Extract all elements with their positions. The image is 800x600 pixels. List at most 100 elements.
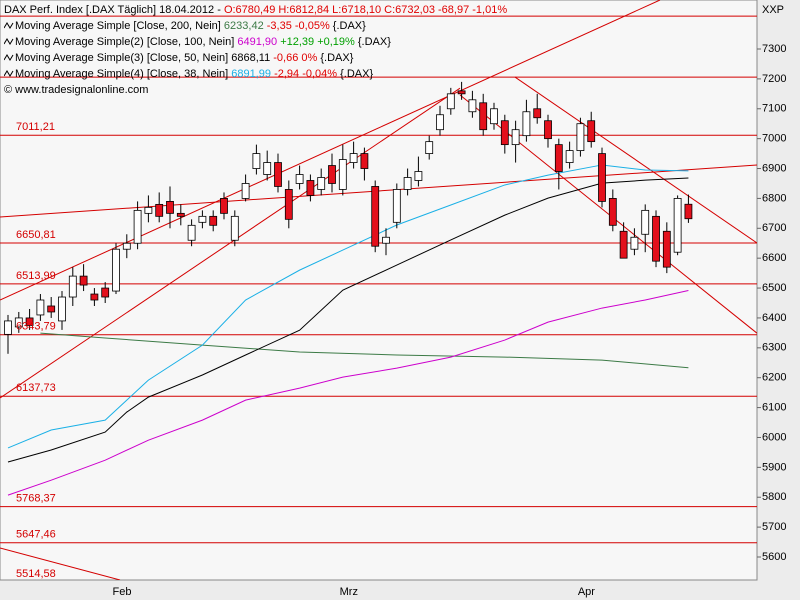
candle-body [446, 93, 455, 110]
candle-body [176, 212, 185, 217]
legend-value: 6868,11 [231, 52, 271, 64]
legend-entry: Moving Average Simple(4) [Close, 38, Nei… [3, 66, 507, 82]
y-tick-label: 6600 [762, 252, 786, 264]
y-tick-label: 6000 [762, 431, 786, 443]
x-tick-label: Mrz [340, 586, 358, 598]
candle-body [133, 209, 142, 244]
candle-body [490, 108, 498, 125]
level-label: 5768,37 [16, 493, 56, 505]
level-label: 6137,73 [16, 382, 56, 394]
candle-body [209, 215, 218, 226]
candle-body [263, 162, 272, 175]
y-tick-label: 5700 [762, 521, 786, 533]
y-tick-label: 5800 [762, 491, 786, 503]
candle-body [641, 209, 650, 235]
legend-value: 6233,42 [223, 20, 264, 32]
legend-entry: Moving Average Simple(2) [Close, 100, Ne… [3, 34, 507, 50]
y-tick-label: 6900 [762, 162, 786, 174]
quote: O:6780,49 H:6812,84 L:6718,10 C:6732,03 … [223, 4, 508, 16]
legend-value: 6491,90 [237, 36, 278, 48]
x-tick-label: Apr [578, 586, 595, 598]
ma-line [40, 332, 689, 369]
candle-body [4, 320, 12, 335]
plot-area [0, 0, 758, 581]
candle-body [101, 287, 110, 298]
legend-icon [3, 22, 14, 30]
legend-name: Moving Average Simple(4) [Close, 38, Nei… [15, 68, 229, 80]
trendline [0, 87, 461, 399]
candle-body [533, 108, 542, 119]
candle-body [349, 153, 358, 163]
ma-line [7, 177, 689, 463]
candle-body [220, 198, 228, 214]
trendline [459, 94, 757, 334]
candle-body [230, 215, 239, 241]
candle-body [457, 90, 466, 95]
legend-value: 6891,99 [231, 68, 272, 80]
candle-body [630, 236, 639, 250]
y-axis-label: XXP [762, 4, 784, 16]
candle-body [317, 177, 326, 190]
legend-name: Moving Average Simple(3) [Close, 50, Nei… [15, 52, 229, 64]
candle-body [187, 224, 196, 241]
level-label: 5514,58 [16, 568, 56, 580]
candle-body [122, 242, 131, 250]
candle-body [608, 198, 617, 226]
candle-body [68, 275, 77, 298]
candle-body [90, 293, 99, 301]
legend-entry: Moving Average Simple(3) [Close, 50, Nei… [3, 50, 507, 66]
ma-line [7, 289, 689, 496]
candle-body [598, 153, 606, 202]
y-tick-label: 6200 [762, 372, 786, 384]
candle-body [382, 236, 390, 244]
header-row: DAX Perf. Index [.DAX Täglich] 18.04.201… [4, 2, 507, 18]
candle-body [392, 189, 401, 223]
watermark: © www.tradesignalonline.com [4, 84, 149, 96]
candle-body [544, 120, 552, 140]
candle-body [619, 230, 628, 259]
legend-change: -2,94 -0,04% [274, 68, 338, 80]
candle-body [14, 317, 23, 328]
legend-change: +12,39 +0,19% [280, 36, 355, 48]
candle-body [554, 144, 563, 172]
legend-icon-line [3, 54, 14, 62]
candle-body [328, 165, 336, 184]
legend: DAX Perf. Index [.DAX Täglich] 18.04.201… [3, 2, 507, 98]
legend-change: -3,35 -0,05% [266, 20, 330, 32]
y-tick-label: 6700 [762, 222, 786, 234]
plot [0, 0, 757, 580]
legend-icon [3, 70, 14, 78]
y-tick-label: 7100 [762, 103, 786, 115]
legend-rows: Moving Average Simple [Close, 200, Nein]… [3, 18, 507, 82]
candle-body [338, 159, 347, 190]
date: 18.04.2012 - [159, 4, 221, 16]
candle-body [284, 189, 293, 220]
candle-body [198, 215, 207, 223]
candle-body [652, 215, 660, 262]
y-tick-label: 7200 [762, 73, 786, 85]
candle-body [155, 203, 164, 217]
level-label: 7011,21 [16, 121, 55, 133]
candle-body [112, 248, 120, 292]
trendline [0, 547, 121, 580]
y-tick-label: 7000 [762, 133, 786, 145]
level-label: 6650,81 [16, 229, 56, 241]
y-tick-label: 6500 [762, 282, 786, 294]
trendline [514, 76, 757, 244]
candle-body [58, 296, 66, 322]
legend-entry: Moving Average Simple [Close, 200, Nein]… [3, 18, 507, 34]
candle-body [144, 206, 153, 214]
candle-body [371, 186, 380, 247]
level-label: 6513,99 [16, 270, 56, 282]
candle-body [436, 114, 444, 131]
legend-icon-line [3, 22, 14, 30]
legend-icon-line [3, 38, 14, 46]
y-tick-label: 5600 [762, 551, 786, 563]
candle-body [79, 275, 88, 286]
legend-suffix: {.DAX} [357, 36, 391, 48]
candle-body [166, 201, 174, 214]
y-tick-label: 7300 [762, 43, 786, 55]
legend-icon-line [3, 70, 14, 78]
y-tick-label: 6800 [762, 192, 786, 204]
